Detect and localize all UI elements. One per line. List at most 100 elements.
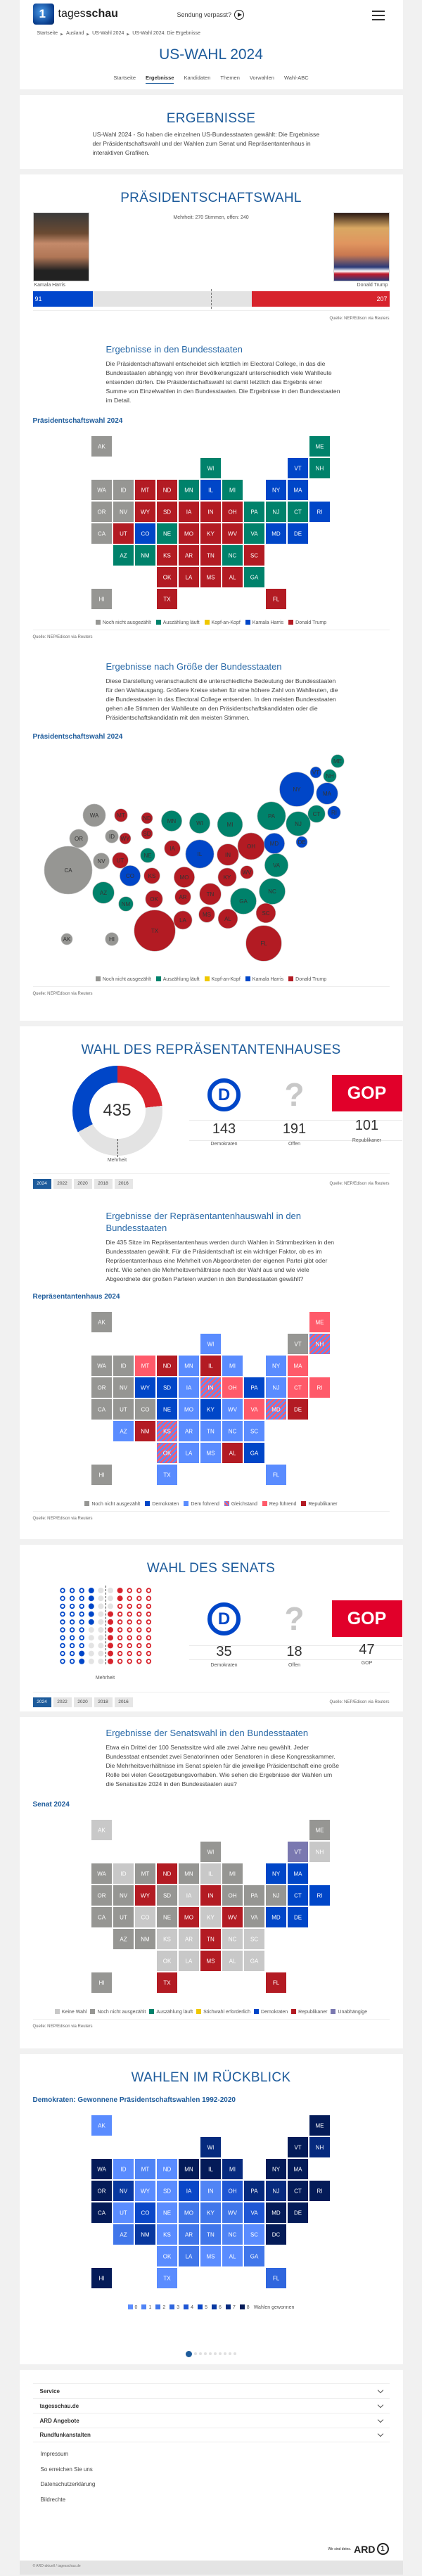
state-tile-oh[interactable]: OH <box>222 502 243 522</box>
state-bubble-nv[interactable]: NV <box>92 853 110 869</box>
history-state-map[interactable]: AK ME WI VT NH WA ID MT ND MN IL MI NY MA OR NV WY SD IA IN… <box>91 2115 331 2291</box>
state-bubble-nm[interactable]: NM <box>117 896 134 912</box>
state-tile-ok[interactable]: OK <box>156 567 177 587</box>
state-tile-mi[interactable]: MI <box>222 1356 243 1376</box>
state-tile-md[interactable]: MD <box>265 1399 286 1420</box>
house-state-map[interactable]: AK ME WI VT NH WA ID MT ND MN IL MI NY MA OR NV WY SD IA IN… <box>91 1312 331 1488</box>
state-tile-nv[interactable]: NV <box>113 1377 134 1398</box>
state-tile-ky[interactable]: KY <box>200 523 221 544</box>
state-tile-ms[interactable]: MS <box>200 1443 221 1463</box>
state-tile-co[interactable]: CO <box>134 2202 155 2223</box>
state-tile-me[interactable]: ME <box>309 436 330 457</box>
state-bubble-az[interactable]: AZ <box>91 881 115 904</box>
state-tile-nj[interactable]: NJ <box>265 1885 286 1906</box>
state-tile-la[interactable]: LA <box>178 1443 199 1463</box>
state-bubble-co[interactable]: CO <box>119 865 141 886</box>
missed-show-link[interactable]: Sendung verpasst? <box>177 10 245 20</box>
state-tile-ri[interactable]: RI <box>309 1885 330 1906</box>
state-tile-pa[interactable]: PA <box>243 1377 264 1398</box>
state-bubble-tx[interactable]: TX <box>133 910 176 952</box>
state-bubble-ca[interactable]: CA <box>44 846 92 895</box>
state-tile-pa[interactable]: PA <box>243 2181 264 2201</box>
state-tile-ak[interactable]: AK <box>91 1820 112 1840</box>
state-tile-ia[interactable]: IA <box>178 1885 199 1906</box>
state-tile-ar[interactable]: AR <box>178 1421 199 1441</box>
state-tile-vt[interactable]: VT <box>287 458 308 478</box>
state-tile-mn[interactable]: MN <box>178 480 199 500</box>
state-tile-ct[interactable]: CT <box>287 502 308 522</box>
state-tile-ak[interactable]: AK <box>91 1312 112 1332</box>
state-tile-tx[interactable]: TX <box>156 1972 177 1993</box>
state-bubble-me[interactable]: ME <box>330 754 345 768</box>
state-tile-fl[interactable]: FL <box>265 2268 286 2288</box>
state-bubble-ma[interactable]: MA <box>315 782 338 805</box>
state-tile-tn[interactable]: TN <box>200 545 221 566</box>
state-bubble-fl[interactable]: FL <box>245 925 282 962</box>
state-tile-oh[interactable]: OH <box>222 1885 243 1906</box>
state-tile-ga[interactable]: GA <box>243 567 264 587</box>
state-bubble-md[interactable]: MD <box>263 833 285 854</box>
year-button-2024[interactable]: 2024 <box>32 1697 51 1707</box>
state-tile-tn[interactable]: TN <box>200 1421 221 1441</box>
state-tile-mn[interactable]: MN <box>178 1863 199 1884</box>
state-bubble-in[interactable]: IN <box>216 843 239 866</box>
state-bubble-ne[interactable]: NE <box>139 848 155 863</box>
state-bubble-hi[interactable]: HI <box>104 932 119 946</box>
state-tile-md[interactable]: MD <box>265 2202 286 2223</box>
state-tile-ar[interactable]: AR <box>178 1929 199 1949</box>
president-state-map[interactable]: AK ME WI VT NH WA ID MT ND MN IL MI NY MA OR NV WY SD IA IN… <box>91 436 331 612</box>
state-tile-nh[interactable]: NH <box>309 2137 330 2157</box>
state-tile-ak[interactable]: AK <box>91 436 112 457</box>
state-tile-hi[interactable]: HI <box>91 2268 112 2288</box>
nav-tab-kandidaten[interactable]: Kandidaten <box>184 75 211 81</box>
state-tile-mo[interactable]: MO <box>178 1399 199 1420</box>
state-bubble-ri[interactable]: RI <box>326 805 341 820</box>
state-tile-ok[interactable]: OK <box>156 1951 177 1971</box>
state-tile-la[interactable]: LA <box>178 567 199 587</box>
state-tile-fl[interactable]: FL <box>265 589 286 609</box>
state-tile-nh[interactable]: NH <box>309 1334 330 1354</box>
footer-section-toggle[interactable]: tagesschau.de <box>32 2398 390 2413</box>
nav-tab-startseite[interactable]: Startseite <box>113 75 136 81</box>
state-tile-ms[interactable]: MS <box>200 567 221 587</box>
state-tile-wy[interactable]: WY <box>134 502 155 522</box>
state-tile-ny[interactable]: NY <box>265 2159 286 2179</box>
tagesschau-logo-icon[interactable] <box>32 4 54 25</box>
state-tile-me[interactable]: ME <box>309 2115 330 2136</box>
state-tile-de[interactable]: DE <box>287 1399 308 1420</box>
state-bubble-nh[interactable]: NH <box>322 769 337 783</box>
year-button-2022[interactable]: 2022 <box>53 1697 72 1707</box>
state-tile-hi[interactable]: HI <box>91 589 112 609</box>
state-tile-mo[interactable]: MO <box>178 1907 199 1927</box>
state-tile-ut[interactable]: UT <box>113 1907 134 1927</box>
year-button-2020[interactable]: 2020 <box>73 1179 92 1189</box>
state-bubble-ia[interactable]: IA <box>163 840 181 857</box>
state-tile-in[interactable]: IN <box>200 2181 221 2201</box>
state-tile-fl[interactable]: FL <box>265 1972 286 1993</box>
state-tile-nd[interactable]: ND <box>156 1863 177 1884</box>
state-bubble-nd[interactable]: ND <box>141 812 153 824</box>
state-tile-az[interactable]: AZ <box>113 2224 134 2245</box>
state-tile-ks[interactable]: KS <box>156 2224 177 2245</box>
year-button-2016[interactable]: 2016 <box>114 1179 133 1189</box>
state-tile-va[interactable]: VA <box>243 1907 264 1927</box>
state-bubble-al[interactable]: AL <box>217 908 238 929</box>
footer-link[interactable]: Bildrechte <box>40 2497 66 2504</box>
state-tile-wv[interactable]: WV <box>222 1399 243 1420</box>
state-bubble-ga[interactable]: GA <box>229 888 257 914</box>
state-tile-tn[interactable]: TN <box>200 1929 221 1949</box>
state-tile-ky[interactable]: KY <box>200 1399 221 1420</box>
state-tile-nv[interactable]: NV <box>113 502 134 522</box>
state-tile-wv[interactable]: WV <box>222 1907 243 1927</box>
state-tile-wa[interactable]: WA <box>91 1356 112 1376</box>
footer-section-toggle[interactable]: ARD Angebote <box>32 2413 390 2428</box>
pager-dot[interactable] <box>214 2352 217 2355</box>
state-bubble-id[interactable]: ID <box>104 829 119 843</box>
state-tile-ri[interactable]: RI <box>309 502 330 522</box>
state-tile-ky[interactable]: KY <box>200 2202 221 2223</box>
state-tile-nc[interactable]: NC <box>222 545 243 566</box>
state-bubble-mi[interactable]: MI <box>217 811 243 838</box>
state-tile-nm[interactable]: NM <box>134 1421 155 1441</box>
state-tile-dc[interactable]: DC <box>265 2224 286 2245</box>
state-tile-mt[interactable]: MT <box>134 480 155 500</box>
